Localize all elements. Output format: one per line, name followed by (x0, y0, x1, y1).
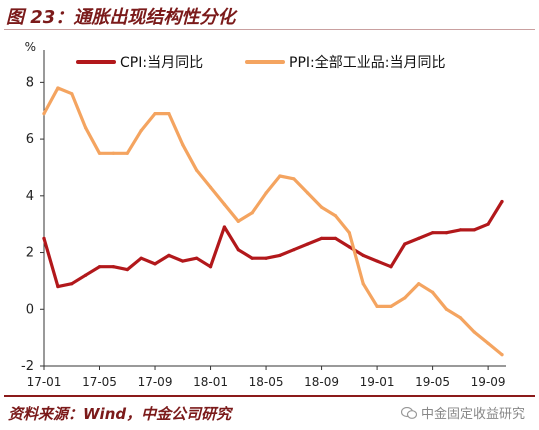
data-point-cpi (153, 262, 157, 266)
data-point-cpi (431, 231, 435, 235)
data-point-ppi (403, 296, 407, 300)
y-tick-label: 8 (26, 75, 34, 90)
x-tick-label: 18-01 (193, 375, 228, 389)
data-point-cpi (84, 273, 88, 277)
x-tick-label: 17-01 (27, 375, 62, 389)
data-point-ppi (222, 202, 227, 206)
data-point-cpi (403, 242, 407, 246)
data-point-ppi (236, 219, 240, 223)
x-tick-label: 17-05 (82, 375, 117, 389)
data-point-ppi (42, 111, 46, 116)
data-point-cpi (375, 259, 379, 263)
data-point-ppi (431, 290, 435, 294)
x-tick-label: 19-05 (415, 375, 450, 389)
data-point-ppi (125, 151, 129, 155)
data-point-cpi (56, 284, 60, 289)
line-chart: % -2 0 2 4 6 8 17-01 17-05 17-09 18-01 18-05 18-09 19… (21, 40, 506, 389)
data-point-cpi (444, 231, 449, 235)
series-line-ppi (42, 86, 504, 357)
data-point-cpi (486, 222, 490, 226)
x-tick-label: 18-05 (249, 375, 284, 389)
data-point-ppi (153, 111, 157, 116)
data-point-ppi (417, 282, 421, 286)
title-divider (4, 29, 535, 30)
data-point-ppi (264, 191, 268, 195)
x-tick-label: 18-09 (304, 375, 339, 389)
data-point-ppi (347, 231, 351, 235)
watermark: 中金固定收益研究 (400, 403, 525, 422)
data-point-ppi (333, 214, 338, 218)
y-tick-label: 2 (26, 246, 34, 261)
watermark-text: 中金固定收益研究 (420, 407, 525, 422)
data-point-cpi (97, 265, 102, 269)
data-point-cpi (195, 256, 199, 260)
data-point-cpi (42, 236, 46, 240)
data-point-ppi (444, 307, 449, 311)
data-point-cpi (111, 265, 115, 269)
data-point-ppi (181, 143, 185, 147)
data-point-cpi (278, 253, 282, 257)
data-point-ppi (84, 126, 88, 130)
data-point-cpi (319, 236, 324, 240)
data-point-cpi (70, 282, 74, 286)
data-point-cpi (361, 253, 365, 257)
data-point-cpi (222, 225, 227, 229)
wechat-icon (400, 406, 417, 419)
x-tick-label: 19-01 (360, 375, 395, 389)
data-point-ppi (472, 330, 476, 334)
data-point-ppi (139, 128, 143, 133)
data-point-cpi (417, 236, 421, 240)
legend-label-ppi: PPI:全部工业品:当月同比 (289, 54, 445, 71)
y-tick-label: 4 (26, 189, 34, 204)
data-point-cpi (500, 199, 504, 204)
x-tick-label: 19-09 (471, 375, 506, 389)
data-point-ppi (56, 86, 60, 90)
data-point-ppi (361, 282, 365, 286)
data-point-cpi (264, 256, 268, 260)
data-point-cpi (292, 248, 296, 252)
data-point-cpi (306, 242, 310, 246)
source-note: 资料来源：Wind，中金公司研究 (8, 405, 232, 423)
data-point-ppi (70, 92, 74, 96)
data-point-cpi (347, 245, 351, 249)
chart-legend: CPI:当月同比 PPI:全部工业品:当月同比 (76, 54, 445, 71)
data-point-cpi (208, 265, 213, 269)
data-point-ppi (500, 353, 504, 357)
data-point-ppi (250, 211, 254, 215)
data-point-cpi (125, 267, 129, 272)
data-point-cpi (458, 228, 462, 232)
x-tick-label: 17-09 (138, 375, 173, 389)
data-point-ppi (486, 341, 490, 345)
data-point-cpi (167, 253, 171, 257)
data-point-ppi (111, 151, 115, 155)
data-point-ppi (195, 168, 199, 172)
chart-axes: % -2 0 2 4 6 8 17-01 17-05 17-09 18-01 18-05 18-09 19… (21, 40, 506, 389)
data-point-cpi (333, 236, 338, 240)
data-point-cpi (139, 256, 143, 260)
data-point-ppi (167, 111, 171, 116)
data-point-ppi (292, 177, 296, 181)
data-point-ppi (319, 205, 324, 209)
data-point-cpi (250, 256, 254, 260)
data-point-ppi (458, 316, 462, 320)
data-point-ppi (278, 174, 282, 178)
y-tick-label: 6 (26, 132, 34, 147)
data-point-ppi (389, 304, 393, 309)
data-point-cpi (472, 228, 476, 232)
data-point-ppi (306, 191, 310, 195)
chart-series (42, 86, 504, 357)
data-point-ppi (208, 185, 213, 189)
footer-divider (4, 395, 535, 397)
y-tick-label: 0 (26, 302, 34, 317)
data-point-ppi (97, 151, 102, 155)
legend-label-cpi: CPI:当月同比 (120, 55, 203, 71)
data-point-ppi (375, 304, 379, 309)
y-axis-unit-label: % (25, 40, 36, 54)
data-point-cpi (389, 265, 393, 269)
y-tick-label: -2 (21, 359, 34, 374)
figure-title: 图 23：通胀出现结构性分化 (6, 7, 236, 28)
series-line-cpi (42, 199, 504, 289)
data-point-cpi (181, 259, 185, 263)
data-point-cpi (236, 248, 240, 252)
